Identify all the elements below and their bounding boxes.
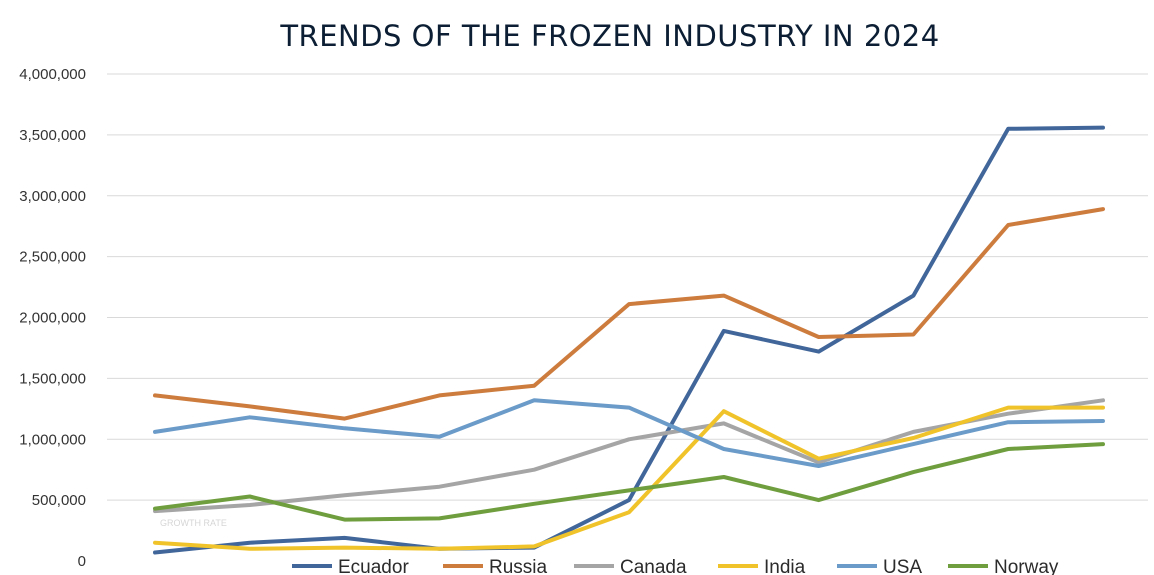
legend-label: Canada: [620, 557, 687, 575]
series-line-norway: [153, 442, 1105, 522]
legend-label: Ecuador: [338, 557, 409, 575]
grid-lines: [107, 73, 1148, 501]
legend-label: Norway: [994, 557, 1059, 575]
legend-item-usa: USA: [837, 557, 922, 575]
series-line-canada: [153, 398, 1105, 514]
series-line-ecuador: [153, 125, 1105, 555]
y-tick-label: 3,500,000: [19, 127, 86, 144]
y-tick-label: 500,000: [32, 492, 86, 509]
y-tick-label: 1,500,000: [19, 370, 86, 387]
legend-label: India: [764, 557, 806, 575]
legend-label: Russia: [489, 557, 548, 575]
y-axis-tick-labels: 0 500,000 1,000,000 1,500,000 2,000,000 2,500…: [19, 66, 86, 570]
legend-item-canada: Canada: [574, 557, 687, 575]
series-lines: [153, 125, 1105, 555]
series-line-russia: [153, 207, 1105, 421]
legend-item-russia: Russia: [443, 557, 548, 575]
y-tick-label: 4,000,000: [19, 66, 86, 83]
y-tick-label: 3,000,000: [19, 188, 86, 205]
chart-title: TRENDS OF THE FROZEN INDUSTRY IN 2024: [279, 19, 939, 53]
y-tick-label: 0: [78, 553, 86, 570]
legend-item-norway: Norway: [948, 557, 1059, 575]
series-line-india: [153, 405, 1105, 551]
y-tick-label: 2,000,000: [19, 310, 86, 327]
watermark-text: GROWTH RATE: [160, 518, 227, 528]
series-line-usa: [153, 398, 1105, 468]
y-tick-label: 1,000,000: [19, 431, 86, 448]
legend-label: USA: [883, 557, 922, 575]
legend-item-india: India: [718, 557, 806, 575]
legend-item-ecuador: Ecuador: [292, 557, 409, 575]
y-tick-label: 2,500,000: [19, 249, 86, 266]
legend: Ecuador Russia Canada India USA Norway: [292, 557, 1059, 575]
